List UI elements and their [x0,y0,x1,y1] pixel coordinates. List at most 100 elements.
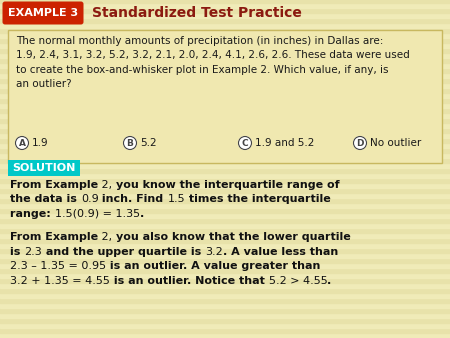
Text: 3.2: 3.2 [205,247,223,257]
Bar [0,123,450,128]
Bar [0,93,450,98]
Text: is an outlier. Notice that: is an outlier. Notice that [110,276,269,286]
Text: From Example: From Example [10,180,98,190]
Bar [0,98,450,103]
Text: range:: range: [10,209,54,219]
Text: 1.9 and 5.2: 1.9 and 5.2 [255,138,315,148]
Text: inch. Find: inch. Find [99,194,167,204]
Bar [0,283,450,288]
Bar [0,88,450,93]
FancyBboxPatch shape [8,160,80,176]
Text: 1.5: 1.5 [167,194,185,204]
Bar [0,143,450,148]
Bar [0,208,450,213]
Bar [0,138,450,143]
Bar [0,273,450,278]
Bar [0,173,450,178]
Bar [0,313,450,318]
Bar [0,243,450,248]
Bar [0,8,450,13]
Bar [0,228,450,233]
Bar [0,28,450,33]
Text: times the interquartile: times the interquartile [185,194,331,204]
Text: From Example: From Example [10,232,98,242]
Bar [0,203,450,208]
Bar [0,268,450,273]
Bar [0,133,450,138]
FancyBboxPatch shape [8,30,442,163]
Bar [0,193,450,198]
Bar [0,253,450,258]
Bar [0,53,450,58]
Bar [0,308,450,313]
Bar [0,18,450,23]
Bar [0,213,450,218]
Text: .: . [140,209,144,219]
Text: is: is [10,247,24,257]
Bar [0,148,450,153]
Bar [0,153,450,158]
Bar [0,118,450,123]
Bar [0,323,450,328]
Bar [0,0,450,3]
Bar [0,103,450,108]
Bar [0,278,450,283]
Bar [0,13,450,18]
Bar [0,3,450,8]
Text: 2,: 2, [98,180,116,190]
Bar [0,168,450,173]
Bar [0,238,450,243]
Text: 2.3 – 1.35 = 0.95: 2.3 – 1.35 = 0.95 [10,261,106,271]
Text: 2,: 2, [98,232,116,242]
Bar [0,248,450,253]
Bar [0,288,450,293]
Bar [0,158,450,163]
Bar [0,333,450,338]
Bar [0,183,450,188]
Text: is an outlier. A value greater than: is an outlier. A value greater than [106,261,320,271]
Bar [0,83,450,88]
Bar [0,78,450,83]
Bar [0,223,450,228]
Bar [0,258,450,263]
Text: D: D [356,139,364,147]
Bar [0,178,450,183]
Bar [0,303,450,308]
Circle shape [354,137,366,149]
Text: you know the interquartile range of: you know the interquartile range of [116,180,339,190]
Text: A: A [18,139,26,147]
Text: 1.9: 1.9 [32,138,49,148]
Bar [0,33,450,38]
Bar [0,108,450,113]
Bar [0,63,450,68]
Text: 5.2: 5.2 [140,138,157,148]
Bar [0,43,450,48]
Bar [0,233,450,238]
Bar [0,48,450,53]
Text: The normal monthly amounts of precipitation (in inches) in Dallas are:
1.9, 2.4,: The normal monthly amounts of precipitat… [16,36,410,89]
Bar [0,38,450,43]
Text: the data is: the data is [10,194,81,204]
Text: .: . [328,276,332,286]
Text: C: C [242,139,248,147]
Bar [0,263,450,268]
Text: 3.2 + 1.35 = 4.55: 3.2 + 1.35 = 4.55 [10,276,110,286]
Bar [0,68,450,73]
Text: EXAMPLE 3: EXAMPLE 3 [8,8,78,18]
Text: SOLUTION: SOLUTION [12,163,76,173]
Bar [0,218,450,223]
Text: 2.3: 2.3 [24,247,42,257]
Bar [0,113,450,118]
Bar [0,128,450,133]
Bar [0,58,450,63]
Bar [0,198,450,203]
Text: . A value less than: . A value less than [223,247,338,257]
Bar [0,298,450,303]
Text: and the upper quartile is: and the upper quartile is [42,247,205,257]
Text: 1.5(0.9) = 1.35: 1.5(0.9) = 1.35 [54,209,140,219]
Text: you also know that the lower quartile: you also know that the lower quartile [116,232,351,242]
Bar [0,188,450,193]
Text: B: B [126,139,134,147]
Text: 5.2 > 4.55: 5.2 > 4.55 [269,276,328,286]
Bar [0,328,450,333]
